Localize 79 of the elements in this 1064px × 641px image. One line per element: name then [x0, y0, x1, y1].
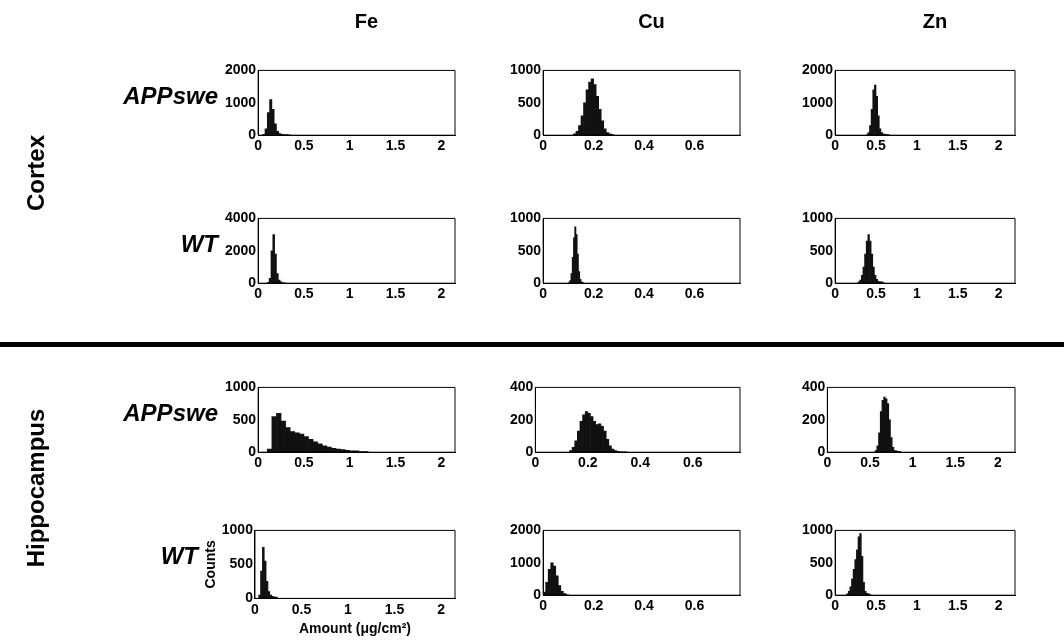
y-tick-label: 500 [517, 93, 542, 110]
y-tick-label: 2000 [509, 521, 542, 538]
x-tick-label: 1 [344, 600, 353, 617]
x-tick-label: 1 [913, 597, 921, 614]
text: WT [159, 542, 198, 570]
x-tick-label: 0.2 [583, 597, 604, 614]
x-tick-label: 1 [913, 285, 921, 302]
y-tick-label: 2000 [224, 241, 257, 258]
y-tick-label: 1000 [801, 521, 834, 538]
text: WT [179, 230, 218, 258]
x-tick-label: 0.6 [684, 597, 705, 614]
y-tick-label: 500 [517, 241, 542, 258]
x-tick-label: 0.5 [294, 285, 314, 302]
x-tick-label: 0.5 [866, 285, 886, 302]
y-tick-label: 1000 [509, 61, 542, 78]
x-tick-label: 0.6 [684, 285, 705, 302]
x-tick-label: 1.5 [948, 597, 968, 614]
x-tick-label: 0.4 [634, 597, 655, 614]
y-tick-label: 1000 [801, 209, 834, 226]
x-tick-label: 0.5 [291, 600, 312, 617]
x-tick-label: 0.2 [578, 454, 598, 471]
y-tick-label: 2000 [801, 61, 834, 78]
y-tick-label: 500 [229, 555, 254, 572]
y-tick-label: 1000 [224, 378, 257, 395]
x-tick-label: 0.5 [294, 454, 314, 471]
x-tick-label: 0.5 [866, 597, 886, 614]
x-tick-label: 0.2 [583, 285, 604, 302]
y-tick-label: 200 [802, 410, 826, 427]
y-tick-label: 2000 [224, 61, 257, 78]
x-tick-label: 2 [994, 137, 1003, 154]
y-axis-title: Counts [202, 540, 219, 589]
y-tick-label: 400 [510, 378, 534, 395]
x-tick-label: 1.5 [384, 600, 405, 617]
x-tick-label: 0.4 [634, 137, 655, 154]
text: Hippocampus [22, 408, 50, 567]
y-tick-label: 500 [232, 410, 257, 427]
chart-title: Fe [353, 10, 380, 33]
x-tick-label: 0.4 [634, 285, 655, 302]
y-tick-label: 500 [809, 241, 834, 258]
chart-title: Zn [921, 10, 949, 33]
x-axis-title: Amount (μg/cm²) [298, 620, 411, 637]
x-tick-label: 1 [345, 454, 354, 471]
x-tick-label: 1 [913, 137, 921, 154]
y-tick-label: 400 [802, 378, 826, 395]
x-tick-label: 0.5 [860, 454, 880, 471]
y-tick-label: 1000 [221, 521, 254, 538]
x-tick-label: 0.6 [683, 454, 703, 471]
x-tick-label: 0.6 [684, 137, 705, 154]
x-tick-label: 1 [908, 454, 917, 471]
y-tick-label: 1000 [801, 93, 834, 110]
x-tick-label: 1 [345, 137, 354, 154]
x-tick-label: 0.5 [294, 137, 314, 154]
y-tick-label: 500 [809, 553, 834, 570]
y-tick-label: 1000 [509, 209, 542, 226]
x-tick-label: 2 [994, 285, 1003, 302]
x-tick-label: 1.5 [385, 137, 406, 154]
x-tick-label: 2 [437, 454, 446, 471]
y-tick-label: 4000 [224, 209, 257, 226]
x-tick-label: 1 [345, 285, 354, 302]
y-tick-label: 200 [510, 410, 534, 427]
x-tick-label: 2 [437, 137, 446, 154]
y-tick-label: 1000 [224, 93, 257, 110]
x-tick-label: 2 [994, 597, 1003, 614]
x-tick-label: 1.5 [385, 285, 406, 302]
text: APPswe [122, 82, 218, 110]
x-tick-label: 0.4 [630, 454, 651, 471]
x-tick-label: 1.5 [948, 285, 968, 302]
chart-title: Cu [637, 10, 666, 33]
x-tick-label: 0.5 [866, 137, 886, 154]
x-tick-label: 2 [994, 454, 1003, 471]
x-tick-label: 1.5 [948, 137, 968, 154]
text: Cortex [22, 134, 50, 212]
y-tick-label: 1000 [509, 553, 542, 570]
x-tick-label: 0.2 [583, 137, 604, 154]
text: APPswe [122, 399, 218, 427]
x-tick-label: 2 [437, 600, 446, 617]
x-tick-label: 1.5 [385, 454, 406, 471]
x-tick-label: 2 [437, 285, 446, 302]
x-tick-label: 1.5 [945, 454, 966, 471]
